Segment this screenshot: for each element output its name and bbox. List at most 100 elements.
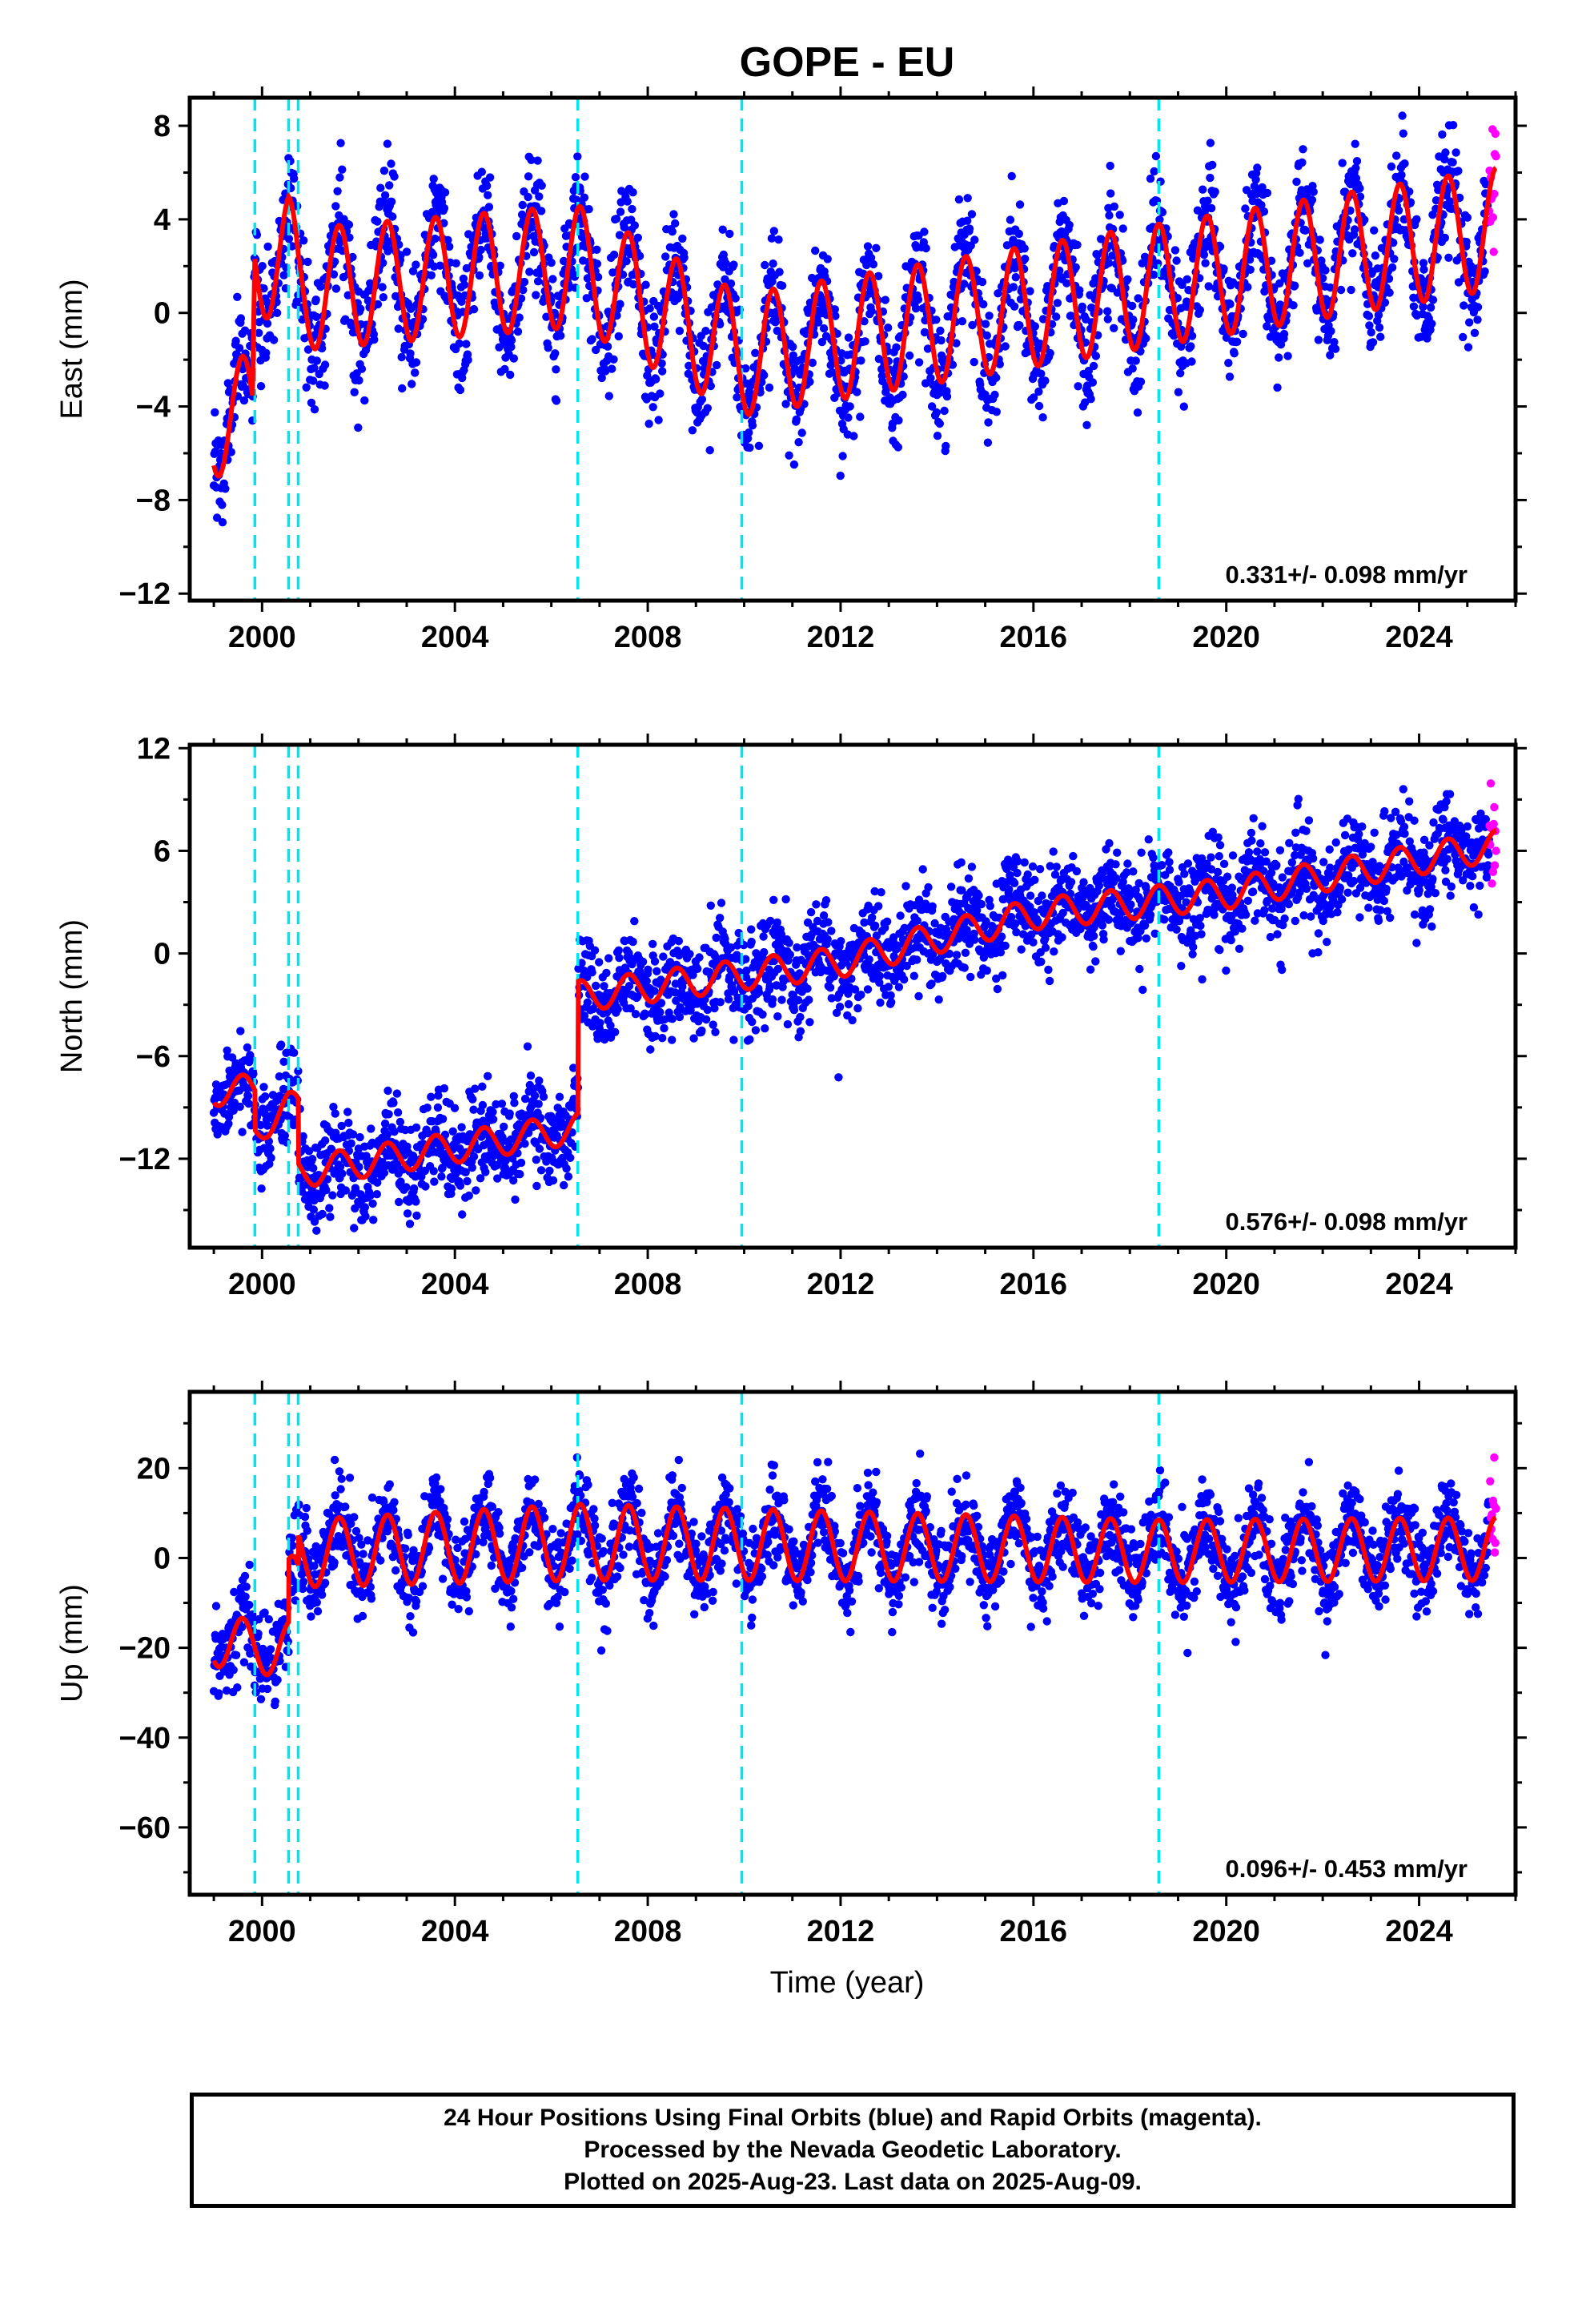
final-orbit-point [412,358,421,367]
final-orbit-point [350,388,359,396]
final-orbit-point [1412,215,1421,223]
final-orbit-point [857,991,865,999]
final-orbit-point [712,933,721,943]
final-orbit-point [1454,167,1463,175]
final-orbit-point [233,292,242,301]
final-orbit-point [652,967,661,976]
final-orbit-point [1399,129,1408,138]
final-orbit-point [1295,248,1304,257]
final-orbit-point [1082,420,1091,429]
final-orbit-point [806,907,816,917]
final-orbit-point [741,364,750,373]
final-orbit-point [979,300,988,309]
final-orbit-point [569,1063,578,1072]
final-orbit-point [963,194,972,203]
final-orbit-point [423,1104,432,1112]
final-orbit-point [716,320,725,329]
final-orbit-point [309,376,318,385]
final-orbit-point [544,344,552,352]
final-orbit-point [304,1147,314,1156]
final-orbit-point [650,987,659,995]
final-orbit-point [1465,318,1474,327]
final-orbit-point [431,234,440,243]
final-orbit-point [367,1124,375,1133]
final-orbit-point [1355,184,1364,193]
rapid-orbit-point [1488,213,1498,222]
final-orbit-point [327,1144,336,1154]
final-orbit-point [588,968,596,977]
final-orbit-point [1186,342,1195,351]
final-orbit-point [256,1120,265,1130]
final-orbit-point [1370,226,1379,235]
final-orbit-point [277,1040,286,1049]
velocity-annotation: 0.331+/- 0.098 mm/yr [1226,561,1468,589]
final-orbit-point [595,958,604,967]
final-orbit-point [874,902,883,911]
final-orbit-point [1034,401,1044,411]
final-orbit-point [388,212,397,221]
final-orbit-point [789,342,797,352]
final-orbit-point [1065,220,1074,230]
final-orbit-point [1440,233,1450,243]
final-orbit-point [608,364,616,373]
final-orbit-point [615,953,624,963]
final-orbit-point [1428,296,1438,304]
final-orbit-point [560,256,568,266]
final-orbit-point [616,207,625,216]
final-orbit-point [769,259,777,268]
final-orbit-point [678,234,687,243]
final-orbit-point [1129,867,1138,876]
final-orbit-point [516,1170,524,1179]
final-orbit-point [457,297,466,306]
final-orbit-point [882,917,892,927]
final-orbit-point [1099,935,1108,944]
final-orbit-point [507,336,516,345]
final-orbit-point [685,361,693,370]
final-orbit-point [1037,369,1046,378]
final-orbit-point [837,937,845,946]
final-orbit-point [1172,256,1181,265]
final-orbit-point [1149,270,1158,279]
final-orbit-point [341,1186,351,1195]
final-orbit-point [967,210,977,219]
final-orbit-point [298,315,307,324]
final-orbit-point [862,260,871,270]
final-orbit-point [881,296,890,304]
final-orbit-point [1327,327,1335,336]
final-orbit-point [733,951,741,959]
final-orbit-point [243,1092,253,1100]
final-orbit-point [482,181,492,191]
final-orbit-point [631,1010,640,1019]
final-orbit-point [954,195,964,204]
final-orbit-point [373,300,383,309]
final-orbit-point [520,277,529,287]
final-orbit-point [769,895,778,905]
final-orbit-point [312,1226,321,1235]
final-orbit-point [785,950,794,959]
final-orbit-point [500,1164,510,1172]
final-orbit-point [1387,162,1396,171]
final-orbit-point [773,964,783,974]
final-orbit-point [1347,285,1355,295]
final-orbit-point [923,344,933,353]
final-orbit-point [1390,255,1399,263]
final-orbit-point [344,220,354,229]
final-orbit-point [259,284,268,293]
final-orbit-point [344,1118,353,1128]
final-orbit-point [1253,163,1262,172]
final-orbit-point [506,370,515,380]
final-orbit-point [952,339,961,348]
final-orbit-point [1315,235,1324,244]
final-orbit-point [781,895,790,904]
final-orbit-point [961,948,970,958]
final-orbit-point [1131,356,1140,365]
final-orbit-point [1178,280,1186,289]
final-orbit-point [729,260,738,269]
final-orbit-point [1106,161,1114,171]
final-orbit-point [1326,283,1335,292]
final-orbit-point [970,935,979,944]
final-orbit-point [1058,933,1066,942]
final-orbit-point [1384,274,1394,283]
final-orbit-point [729,987,739,996]
final-orbit-point [445,242,454,251]
